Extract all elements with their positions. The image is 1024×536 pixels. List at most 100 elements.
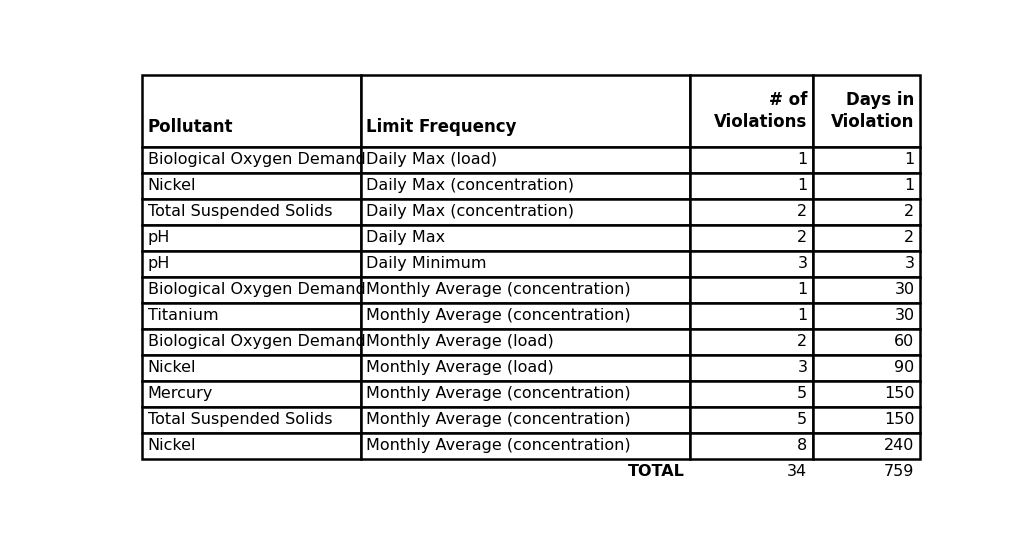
Text: 3: 3 <box>798 360 807 375</box>
Text: Monthly Average (concentration): Monthly Average (concentration) <box>367 386 631 401</box>
Bar <box>360 199 690 225</box>
Bar <box>360 173 690 199</box>
Bar <box>813 173 920 199</box>
Text: 1: 1 <box>797 308 807 323</box>
Text: # of: # of <box>769 91 807 109</box>
Bar <box>690 355 813 381</box>
Text: Nickel: Nickel <box>147 178 197 193</box>
Bar <box>690 251 813 277</box>
Text: 1: 1 <box>797 178 807 193</box>
Bar <box>142 303 360 329</box>
Text: 30: 30 <box>894 308 914 323</box>
Text: 3: 3 <box>798 256 807 271</box>
Bar <box>813 251 920 277</box>
Bar <box>360 381 690 407</box>
Text: 240: 240 <box>884 438 914 453</box>
Bar <box>142 147 360 173</box>
Bar <box>142 407 360 433</box>
Bar <box>142 199 360 225</box>
Bar <box>360 407 690 433</box>
Bar <box>813 199 920 225</box>
Bar <box>813 225 920 251</box>
Text: Biological Oxygen Demand: Biological Oxygen Demand <box>147 152 366 167</box>
Text: 34: 34 <box>787 464 807 479</box>
Bar <box>360 225 690 251</box>
Text: Nickel: Nickel <box>147 438 197 453</box>
Text: 1: 1 <box>904 178 914 193</box>
Text: Daily Max (concentration): Daily Max (concentration) <box>367 178 574 193</box>
Text: 1: 1 <box>797 282 807 297</box>
Text: Biological Oxygen Demand: Biological Oxygen Demand <box>147 334 366 349</box>
Bar <box>142 381 360 407</box>
Text: 60: 60 <box>894 334 914 349</box>
Text: Violations: Violations <box>714 113 807 131</box>
Text: 2: 2 <box>798 230 807 245</box>
Text: Titanium: Titanium <box>147 308 218 323</box>
Bar <box>690 433 813 459</box>
Text: 150: 150 <box>884 412 914 427</box>
Bar <box>690 303 813 329</box>
Bar <box>142 225 360 251</box>
Bar <box>690 147 813 173</box>
Bar <box>690 225 813 251</box>
Bar <box>690 199 813 225</box>
Text: 1: 1 <box>797 152 807 167</box>
Text: Monthly Average (concentration): Monthly Average (concentration) <box>367 438 631 453</box>
Text: Violation: Violation <box>831 113 914 131</box>
Bar <box>142 173 360 199</box>
Bar <box>360 433 690 459</box>
Bar <box>813 75 920 147</box>
Bar <box>813 433 920 459</box>
Bar <box>360 277 690 303</box>
Bar <box>142 75 360 147</box>
Text: 2: 2 <box>904 230 914 245</box>
Text: Daily Max: Daily Max <box>367 230 445 245</box>
Text: Daily Max (concentration): Daily Max (concentration) <box>367 204 574 219</box>
Bar <box>142 251 360 277</box>
Bar <box>360 355 690 381</box>
Bar <box>690 407 813 433</box>
Bar <box>690 75 813 147</box>
Text: TOTAL: TOTAL <box>628 464 684 479</box>
Bar <box>813 381 920 407</box>
Bar <box>813 407 920 433</box>
Bar <box>360 75 690 147</box>
Text: Monthly Average (concentration): Monthly Average (concentration) <box>367 308 631 323</box>
Text: Limit Frequency: Limit Frequency <box>367 117 516 136</box>
Bar <box>813 277 920 303</box>
Text: Biological Oxygen Demand: Biological Oxygen Demand <box>147 282 366 297</box>
Bar <box>360 251 690 277</box>
Text: 30: 30 <box>894 282 914 297</box>
Bar <box>360 303 690 329</box>
Text: Total Suspended Solids: Total Suspended Solids <box>147 412 333 427</box>
Bar <box>142 329 360 355</box>
Bar <box>690 329 813 355</box>
Bar <box>690 277 813 303</box>
Bar <box>813 147 920 173</box>
Text: Monthly Average (load): Monthly Average (load) <box>367 360 554 375</box>
Text: Days in: Days in <box>846 91 914 109</box>
Text: pH: pH <box>147 256 170 271</box>
Bar <box>360 329 690 355</box>
Text: 3: 3 <box>904 256 914 271</box>
Text: Daily Max (load): Daily Max (load) <box>367 152 498 167</box>
Bar <box>142 277 360 303</box>
Text: 90: 90 <box>894 360 914 375</box>
Text: Pollutant: Pollutant <box>147 117 233 136</box>
Text: Mercury: Mercury <box>147 386 213 401</box>
Text: 150: 150 <box>884 386 914 401</box>
Text: 2: 2 <box>798 334 807 349</box>
Text: pH: pH <box>147 230 170 245</box>
Text: Monthly Average (concentration): Monthly Average (concentration) <box>367 282 631 297</box>
Bar <box>360 147 690 173</box>
Bar <box>690 173 813 199</box>
Text: Monthly Average (load): Monthly Average (load) <box>367 334 554 349</box>
Text: 1: 1 <box>904 152 914 167</box>
Text: Daily Minimum: Daily Minimum <box>367 256 486 271</box>
Bar <box>142 355 360 381</box>
Text: Nickel: Nickel <box>147 360 197 375</box>
Bar <box>690 381 813 407</box>
Bar <box>813 329 920 355</box>
Bar <box>142 433 360 459</box>
Text: 2: 2 <box>904 204 914 219</box>
